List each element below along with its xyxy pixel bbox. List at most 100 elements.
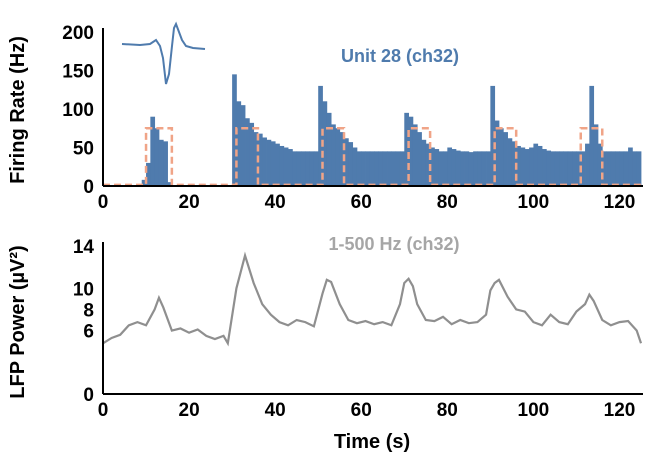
firing-rate-bar — [516, 145, 521, 186]
firing-rate-bar — [275, 143, 280, 186]
firing-rate-bar — [395, 151, 401, 186]
x-axis-label: Time (s) — [334, 431, 410, 453]
firing-rate-bar — [365, 151, 371, 186]
firing-rate-bar — [430, 147, 435, 186]
firing-rate-bar — [245, 118, 250, 186]
firing-rate-bar — [468, 152, 474, 186]
top-x-tick-label: 80 — [437, 192, 458, 213]
firing-rate-bar — [589, 85, 595, 186]
firing-rate-bar — [300, 151, 306, 186]
firing-rate-bar — [167, 182, 173, 186]
firing-rate-bar — [356, 151, 362, 186]
firing-rate-bar — [529, 147, 534, 186]
firing-rate-bar — [602, 151, 607, 186]
top-x-tick-label: 0 — [98, 192, 109, 213]
firing-rate-bar — [520, 147, 526, 186]
bottom-x-tick-label: 60 — [351, 400, 372, 421]
unit-series-label: Unit 28 (ch32) — [341, 46, 459, 66]
firing-rate-bar — [567, 151, 573, 186]
firing-rate-bar — [240, 105, 246, 186]
firing-rate-bar — [580, 151, 586, 186]
firing-rate-bar — [326, 112, 332, 186]
firing-rate-bar — [610, 151, 616, 186]
top-x-tick-label: 100 — [518, 192, 550, 213]
firing-rate-bar — [335, 128, 341, 186]
firing-rate-bar — [163, 141, 168, 186]
firing-rate-bar — [550, 151, 556, 186]
firing-rate-bar — [305, 151, 310, 186]
firing-rate-bar — [391, 151, 397, 186]
firing-rate-bar — [369, 151, 375, 186]
firing-rate-bar — [537, 145, 543, 186]
stimulus-windows — [103, 127, 641, 187]
firing-rate-bar — [279, 145, 285, 186]
firing-rate-bar — [572, 151, 577, 186]
firing-rate-bar — [361, 151, 366, 186]
firing-rate-bar — [421, 139, 427, 186]
firing-rate-bar — [498, 128, 504, 186]
firing-rate-bar — [546, 150, 552, 186]
bottom-y-tick-label: 10 — [73, 279, 94, 300]
firing-rate-bar — [253, 132, 259, 186]
firing-rate-bar — [339, 132, 345, 186]
firing-rate-bar — [313, 151, 319, 186]
top-y-tick-label: 100 — [62, 100, 94, 121]
firing-rate-bar — [288, 149, 293, 186]
bottom-y-tick-label: 6 — [83, 322, 94, 343]
firing-rate-bar — [455, 150, 461, 186]
firing-rate-bar — [434, 149, 440, 186]
firing-rate-bar — [425, 143, 431, 186]
firing-rate-bar — [503, 132, 508, 186]
firing-rate-bar — [266, 139, 272, 186]
firing-rate-bar — [296, 151, 302, 186]
firing-rate-bar — [322, 101, 328, 186]
top-x-tick-label: 40 — [265, 192, 286, 213]
firing-rate-bar — [146, 162, 151, 186]
firing-rate-bar — [576, 151, 582, 186]
firing-rate-bar — [150, 116, 156, 186]
firing-rate-bar — [318, 85, 323, 186]
firing-rate-bar — [141, 179, 147, 186]
firing-rate-bar — [606, 151, 612, 186]
top-x-tick-labels: 0 20 40 60 80 100 120 — [98, 192, 636, 213]
firing-rate-bar — [236, 101, 242, 186]
firing-rate-bar — [378, 151, 384, 186]
firing-rate-bar — [486, 151, 491, 186]
firing-rate-bar — [481, 151, 487, 186]
firing-rate-bar — [352, 147, 358, 186]
firing-rate-bars — [141, 74, 642, 186]
firing-rate-bar — [460, 151, 465, 186]
firing-rate-bar — [490, 85, 496, 186]
firing-rate-bar — [232, 74, 237, 186]
top-y-tick-label: 0 — [83, 177, 94, 198]
firing-rate-bar — [262, 137, 267, 186]
bottom-x-tick-labels: 0 20 40 60 80 100 120 — [98, 400, 636, 421]
bottom-x-tick-label: 0 — [98, 400, 109, 421]
firing-rate-bar — [636, 151, 642, 186]
firing-rate-bar — [494, 120, 500, 186]
firing-rate-panel: 0 20 40 60 80 100 120 0 50 100 150 200 Firing Rate… — [7, 21, 643, 213]
top-y-axis-label: Firing Rate (Hz) — [7, 36, 29, 184]
firing-rate-bar — [309, 151, 315, 186]
firing-rate-bar — [559, 151, 564, 186]
lfp-series-label: 1-500 Hz (ch32) — [328, 234, 459, 254]
firing-rate-bar — [464, 151, 470, 186]
firing-rate-bar — [623, 151, 629, 186]
firing-rate-bar — [451, 149, 457, 186]
top-y-tick-label: 200 — [62, 23, 94, 44]
firing-rate-bar — [524, 149, 530, 186]
firing-rate-bar — [542, 149, 547, 186]
firing-rate-bar — [412, 124, 418, 186]
firing-rate-bar — [597, 143, 603, 186]
firing-rate-bar — [408, 116, 414, 186]
firing-rate-bar — [348, 142, 354, 186]
firing-rate-bar — [399, 151, 405, 186]
firing-rate-bar — [533, 143, 539, 186]
stimulus-window-line — [103, 127, 641, 187]
top-y-tick-label: 50 — [73, 139, 94, 160]
top-x-tick-label: 20 — [179, 192, 200, 213]
firing-rate-bar — [331, 124, 336, 186]
firing-rate-bar — [154, 128, 160, 186]
firing-rate-bar — [477, 151, 483, 186]
